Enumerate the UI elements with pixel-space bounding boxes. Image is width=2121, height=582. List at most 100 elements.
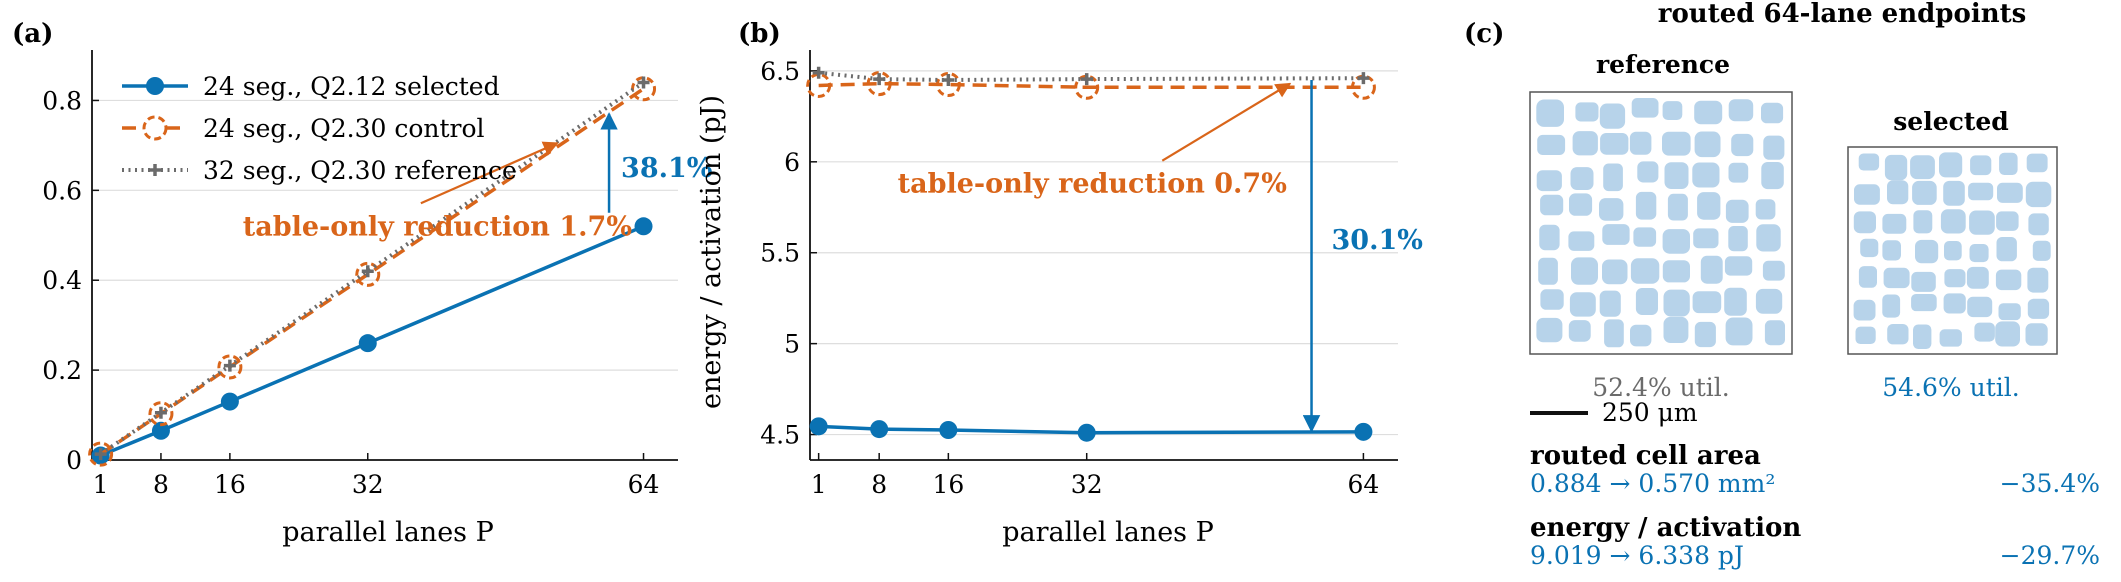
panel-c-title: routed 64-lane endpoints [1658,0,2027,29]
data-point-reference [812,66,825,79]
routed-cell-cluster [1853,211,1876,234]
panel-a-series [88,76,657,467]
x-tick-label: 8 [153,470,169,499]
y-tick-label: 6 [784,148,800,177]
legend-label-control: 24 seg., Q2.30 control [203,114,485,143]
selected-util: 54.6% util. [1882,373,2019,402]
routed-cell-cluster [2025,323,2048,346]
routed-cell-cluster [1944,241,1962,261]
routed-cell-cluster [1968,182,1994,201]
routed-cell-cluster [1764,320,1785,346]
panel-a: (a) 0 0.2 0.4 0.6 0.8 1 8 16 32 64 38.1% table-onl… [12,19,712,548]
x-tick-label: 8 [871,470,887,499]
series-line-control [818,81,1364,90]
panel-a-grid [92,99,678,461]
data-point-reference [1357,72,1370,85]
selected-layout-label: selected [1893,107,2009,136]
reference-layout-box [1529,91,1793,355]
routed-cell-cluster [1569,193,1593,216]
panel-c-label: (c) [1464,19,1504,49]
routed-cell-cluster [1537,134,1566,155]
y-tick-label: 4.5 [760,421,800,450]
routed-cell-cluster [1943,293,1966,314]
routed-cell-cluster [1915,239,1939,264]
routed-cell-cluster [1910,155,1935,180]
routed-cell-cluster [1761,102,1784,124]
y-tick-label: 6.5 [760,57,800,86]
routed-cell-cluster [1604,319,1624,348]
routed-cell-cluster [1967,296,1993,318]
routed-cell-cluster [1999,152,2018,175]
data-point-control [355,261,381,287]
routed-cell-cluster [1883,267,1910,289]
area-label: routed cell area [1530,441,1761,471]
data-point-control [217,354,243,380]
routed-cell-cluster [1694,131,1721,158]
routed-cell-cluster [1599,290,1621,317]
routed-cell-cluster [1539,224,1560,251]
data-point-selected [1354,422,1373,441]
reference-layout-cells [1536,98,1785,348]
routed-cell-cluster [1882,294,1901,318]
routed-cell-cluster [1913,324,1932,349]
routed-cell-cluster [1662,260,1690,283]
routed-cell-cluster [1536,317,1563,343]
data-point-reference [1080,73,1093,86]
routed-cell-cluster [1887,180,1909,205]
routed-cell-cluster [1966,266,1989,289]
routed-cell-cluster [1599,198,1624,221]
routed-cell-cluster [1663,316,1689,343]
scale-bar-label: 250 μm [1602,398,1698,427]
panel-b: (b) 4.5 5 5.5 6 6.5 1 8 16 32 64 30.1% table-only … [696,19,1423,548]
routed-cell-cluster [1694,100,1723,125]
routed-cell-cluster [1725,199,1749,223]
energy-label: energy / activation [1530,513,1801,543]
routed-cell-cluster [1756,224,1781,252]
routed-cell-cluster [1536,170,1562,192]
data-point-reference [873,73,886,86]
routed-cell-cluster [1692,162,1720,188]
routed-cell-cluster [1540,194,1564,216]
routed-cell-cluster [1693,228,1719,249]
y-tick-label: 0 [66,446,82,475]
routed-cell-cluster [1762,260,1785,281]
y-tick-label: 0.6 [42,176,82,205]
routed-cell-cluster [1940,209,1966,234]
routed-cell-cluster [1912,180,1937,205]
area-delta: −35.4% [2000,469,2100,498]
x-tick-label: 64 [1348,470,1380,499]
data-point-selected [634,217,653,236]
table-only-arrow [420,141,559,205]
y-tick-label: 5.5 [760,239,800,268]
data-point-control [148,401,174,427]
routed-cell-cluster [1997,182,2023,203]
data-point-selected [809,417,828,436]
panel-b-xlabel: parallel lanes P [1002,517,1214,548]
routed-cell-cluster [1662,131,1691,156]
routed-cell-cluster [2032,240,2051,261]
routed-cell-cluster [1728,162,1749,183]
data-point-reference [361,265,374,278]
routed-cell-cluster [1572,131,1598,156]
routed-cell-cluster [1602,259,1628,285]
routed-cell-cluster [2027,298,2050,319]
routed-cell-cluster [1724,256,1753,276]
panel-b-grid [810,70,1398,436]
routed-cell-cluster [1853,299,1876,321]
routed-cell-cluster [1761,162,1784,190]
panel-a-annotations: 38.1% table-only reduction 1.7% [243,112,712,242]
data-point-selected [870,420,889,439]
panel-b-ticks: 4.5 5 5.5 6 6.5 1 8 16 32 64 [760,57,1379,499]
panel-a-xlabel: parallel lanes P [282,517,494,548]
routed-cell-cluster [1763,135,1785,160]
data-point-control [806,72,832,98]
routed-cell-cluster [1725,317,1753,346]
routed-cell-cluster [1913,210,1933,234]
routed-cell-cluster [1662,229,1690,254]
panel-a-reduction-label: 38.1% [621,153,712,184]
selected-layout-cells [1853,152,2052,349]
routed-cell-cluster [1571,257,1598,285]
data-point-control [88,441,114,467]
x-tick-label: 16 [214,470,246,499]
